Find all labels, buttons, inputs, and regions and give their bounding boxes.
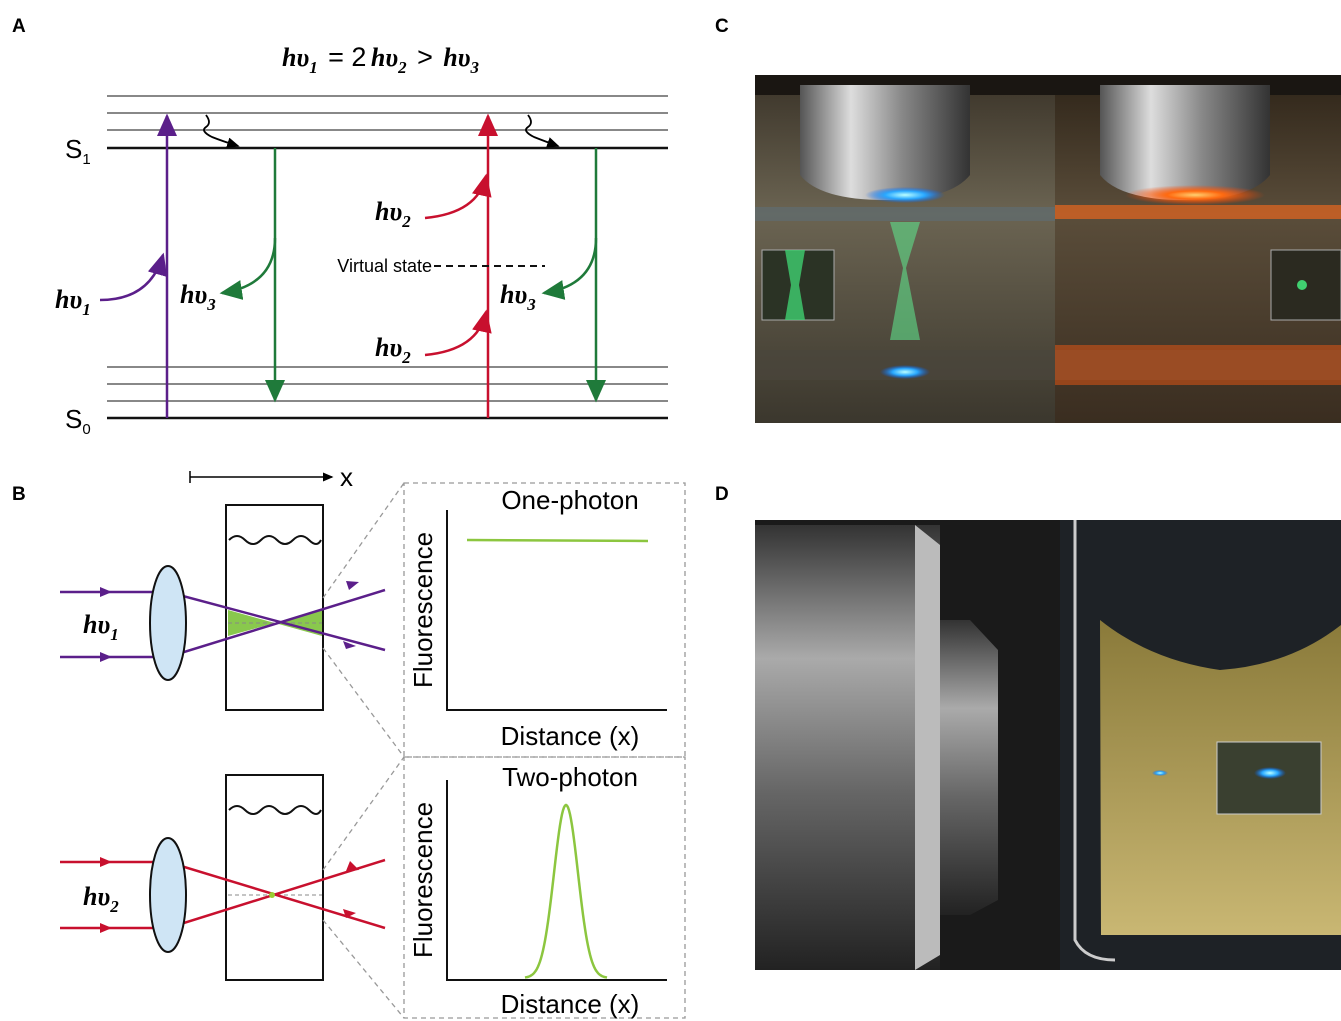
panel-label: B	[12, 484, 26, 505]
equation: hυ1 = 2 hυ2 > hυ3	[282, 42, 480, 77]
photon-sub: 2	[401, 212, 411, 231]
jablonski-diagram: hυ1 = 2 hυ2 > hυ3 S1 S0 Virtual state hυ…	[55, 42, 668, 438]
axis-symbol: x	[340, 462, 353, 492]
x-axis-label: Distance (x)	[501, 989, 640, 1019]
plot-title: One-photon	[501, 485, 638, 515]
peak-curve	[525, 805, 607, 978]
eq-term: hυ	[282, 43, 309, 72]
photon: hυ	[500, 280, 527, 309]
beam-label: hυ2	[83, 882, 119, 916]
state-sub: 1	[82, 151, 90, 168]
state-label: S1	[65, 134, 91, 168]
eq-op: = 2	[328, 42, 366, 72]
photon-sub: 1	[110, 625, 119, 644]
photon: hυ	[83, 610, 110, 639]
photon-label: hυ3	[500, 280, 536, 314]
photon-sub: 1	[82, 300, 91, 319]
photon-sub: 3	[526, 295, 536, 314]
eq-sub: 3	[470, 58, 480, 77]
state: S	[65, 404, 82, 434]
photon: hυ	[375, 197, 402, 226]
panel-label: D	[715, 484, 729, 505]
photon-sub: 2	[401, 348, 411, 367]
plot-title: Two-photon	[502, 762, 638, 792]
photo-c	[755, 75, 1341, 423]
eq-term: hυ	[443, 43, 470, 72]
virtual-state-label: Virtual state	[337, 256, 432, 276]
x-axis-label: Distance (x)	[501, 721, 640, 751]
panel-label: C	[715, 16, 729, 37]
eq-term: hυ	[371, 43, 398, 72]
photon: hυ	[375, 333, 402, 362]
photo-d	[755, 520, 1341, 970]
figure: A B C D hυ1 = 2 hυ2 > hυ3 S1 S0 Virtual …	[0, 0, 1341, 1021]
eq-sub: 2	[397, 58, 407, 77]
photon-sub: 2	[109, 897, 119, 916]
eq-op: >	[417, 42, 433, 72]
photon: hυ	[83, 882, 110, 911]
photon-sub: 3	[206, 295, 216, 314]
photon-label: hυ2	[375, 197, 411, 231]
beam-label: hυ1	[83, 610, 119, 644]
y-axis-label: Fluorescence	[408, 532, 438, 688]
photon: hυ	[55, 285, 82, 314]
photon: hυ	[180, 280, 207, 309]
panel-label: A	[12, 16, 26, 37]
y-axis-label: Fluorescence	[408, 802, 438, 958]
state-label: S0	[65, 404, 91, 438]
state: S	[65, 134, 82, 164]
photon-label: hυ2	[375, 333, 411, 367]
eq-sub: 1	[309, 58, 318, 77]
photon-label: hυ1	[55, 285, 91, 319]
photon-label: hυ3	[180, 280, 216, 314]
state-sub: 0	[82, 421, 90, 438]
focusing-diagram: x hυ1 hυ2 One-photon Distance (x) Fluore…	[60, 462, 685, 1019]
